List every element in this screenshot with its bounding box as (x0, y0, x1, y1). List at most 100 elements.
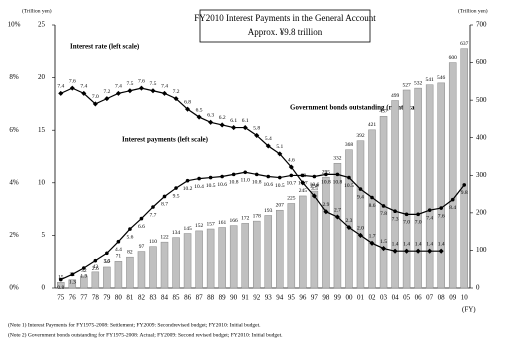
marker (358, 187, 363, 191)
value-label: 6.6 (138, 224, 145, 230)
marker (231, 172, 236, 177)
bar (172, 237, 180, 289)
bar (103, 266, 111, 289)
marker (289, 173, 294, 178)
x-tick-label: 00 (345, 294, 353, 302)
marker (404, 212, 409, 217)
marker (208, 119, 214, 125)
bar-value-label: 225 (287, 196, 296, 202)
bar (448, 62, 457, 289)
value-label: 1.4 (438, 241, 445, 247)
bar-value-label: 392 (356, 133, 365, 139)
value-label: 9.4 (357, 194, 364, 200)
marker (162, 194, 167, 199)
bar-value-label: 637 (460, 41, 469, 47)
bar-value-label: 600 (449, 55, 458, 61)
value-label: 2.6 (92, 266, 99, 272)
x-tick-label: 84 (161, 294, 169, 302)
y-tick-label: 10 (38, 178, 46, 186)
bar (322, 176, 330, 289)
x-tick-label: 94 (276, 294, 284, 302)
chart-subtitle: Approx. ¥9.8 trillion (248, 27, 323, 37)
bar-value-label: 145 (183, 226, 192, 232)
bar (437, 82, 445, 289)
marker (370, 195, 374, 200)
y-tick-label: 15 (38, 126, 46, 134)
value-label: 10.8 (252, 180, 262, 186)
bar (218, 227, 226, 289)
bar-value-label: 15 (58, 275, 64, 281)
bar (195, 230, 203, 289)
value-label: 7.4 (80, 84, 87, 90)
y-tick-label: 0 (42, 284, 46, 292)
value-label: 1.4 (392, 241, 399, 247)
bar-value-label: 161 (218, 220, 227, 226)
bar-value-label: 110 (149, 239, 157, 245)
value-label: 3.3 (103, 259, 110, 265)
bar-value-label: 134 (172, 230, 181, 236)
marker (58, 277, 63, 282)
bar (287, 203, 296, 289)
bar (149, 246, 157, 289)
marker (139, 216, 144, 221)
x-tick-label: 83 (149, 294, 157, 302)
bar-value-label: 71 (116, 254, 122, 260)
bar-value-label: 546 (437, 75, 446, 81)
value-label: 9.5 (173, 193, 180, 199)
x-tick-label: 95 (288, 294, 296, 302)
value-label: 10.5 (206, 183, 216, 189)
bar-value-label: 541 (426, 77, 435, 83)
value-label: 7.0 (403, 220, 410, 226)
bar-value-label: 245 (299, 188, 308, 194)
bar (299, 195, 307, 289)
value-label: 7.0 (415, 220, 422, 226)
value-label: 7.6 (138, 78, 145, 84)
y3-tick-label: 10% (8, 21, 21, 29)
marker (416, 212, 420, 217)
x-tick-label: 76 (69, 294, 77, 302)
marker (380, 246, 387, 252)
y2-tick-label: 200 (476, 208, 487, 216)
annotation: Interest payments (left scale) (122, 136, 209, 144)
value-label: 10.4 (194, 184, 204, 190)
x-tick-label: 79 (103, 294, 111, 302)
y-tick-label: 5 (42, 231, 46, 239)
marker (185, 178, 190, 183)
bar (114, 261, 123, 289)
bar-value-label: 207 (276, 202, 285, 208)
bar (80, 275, 88, 289)
value-label: 7.5 (150, 81, 157, 87)
value-label: 2.9 (322, 202, 329, 208)
value-label: 7.2 (173, 89, 180, 95)
y2-tick-label: 0 (476, 284, 480, 292)
note: (Note 1) Interest Payments for FY1975-20… (8, 321, 261, 328)
marker (427, 208, 432, 212)
x-unit-label: (FY) (462, 306, 476, 314)
bar (276, 209, 284, 289)
marker (104, 96, 110, 102)
marker (393, 209, 397, 214)
bar (137, 251, 146, 289)
marker (347, 175, 351, 180)
value-label: 10.6 (263, 182, 273, 188)
value-label: 7.4 (426, 215, 433, 221)
marker (301, 173, 305, 178)
bar (68, 279, 77, 289)
value-label: 4.0 (299, 173, 306, 179)
bar (425, 84, 434, 289)
x-tick-label: 90 (230, 294, 238, 302)
bar (57, 282, 65, 289)
value-label: 7.5 (126, 81, 133, 87)
line (60, 171, 465, 281)
y3-tick-label: 8% (9, 73, 19, 81)
marker (324, 172, 328, 177)
value-label: 7.3 (392, 216, 399, 222)
marker (208, 175, 213, 180)
marker (439, 206, 443, 210)
bar (91, 271, 100, 289)
marker (242, 125, 248, 131)
value-label: 7.6 (69, 78, 76, 84)
marker (381, 204, 386, 208)
marker (323, 209, 329, 215)
bar (183, 233, 192, 289)
